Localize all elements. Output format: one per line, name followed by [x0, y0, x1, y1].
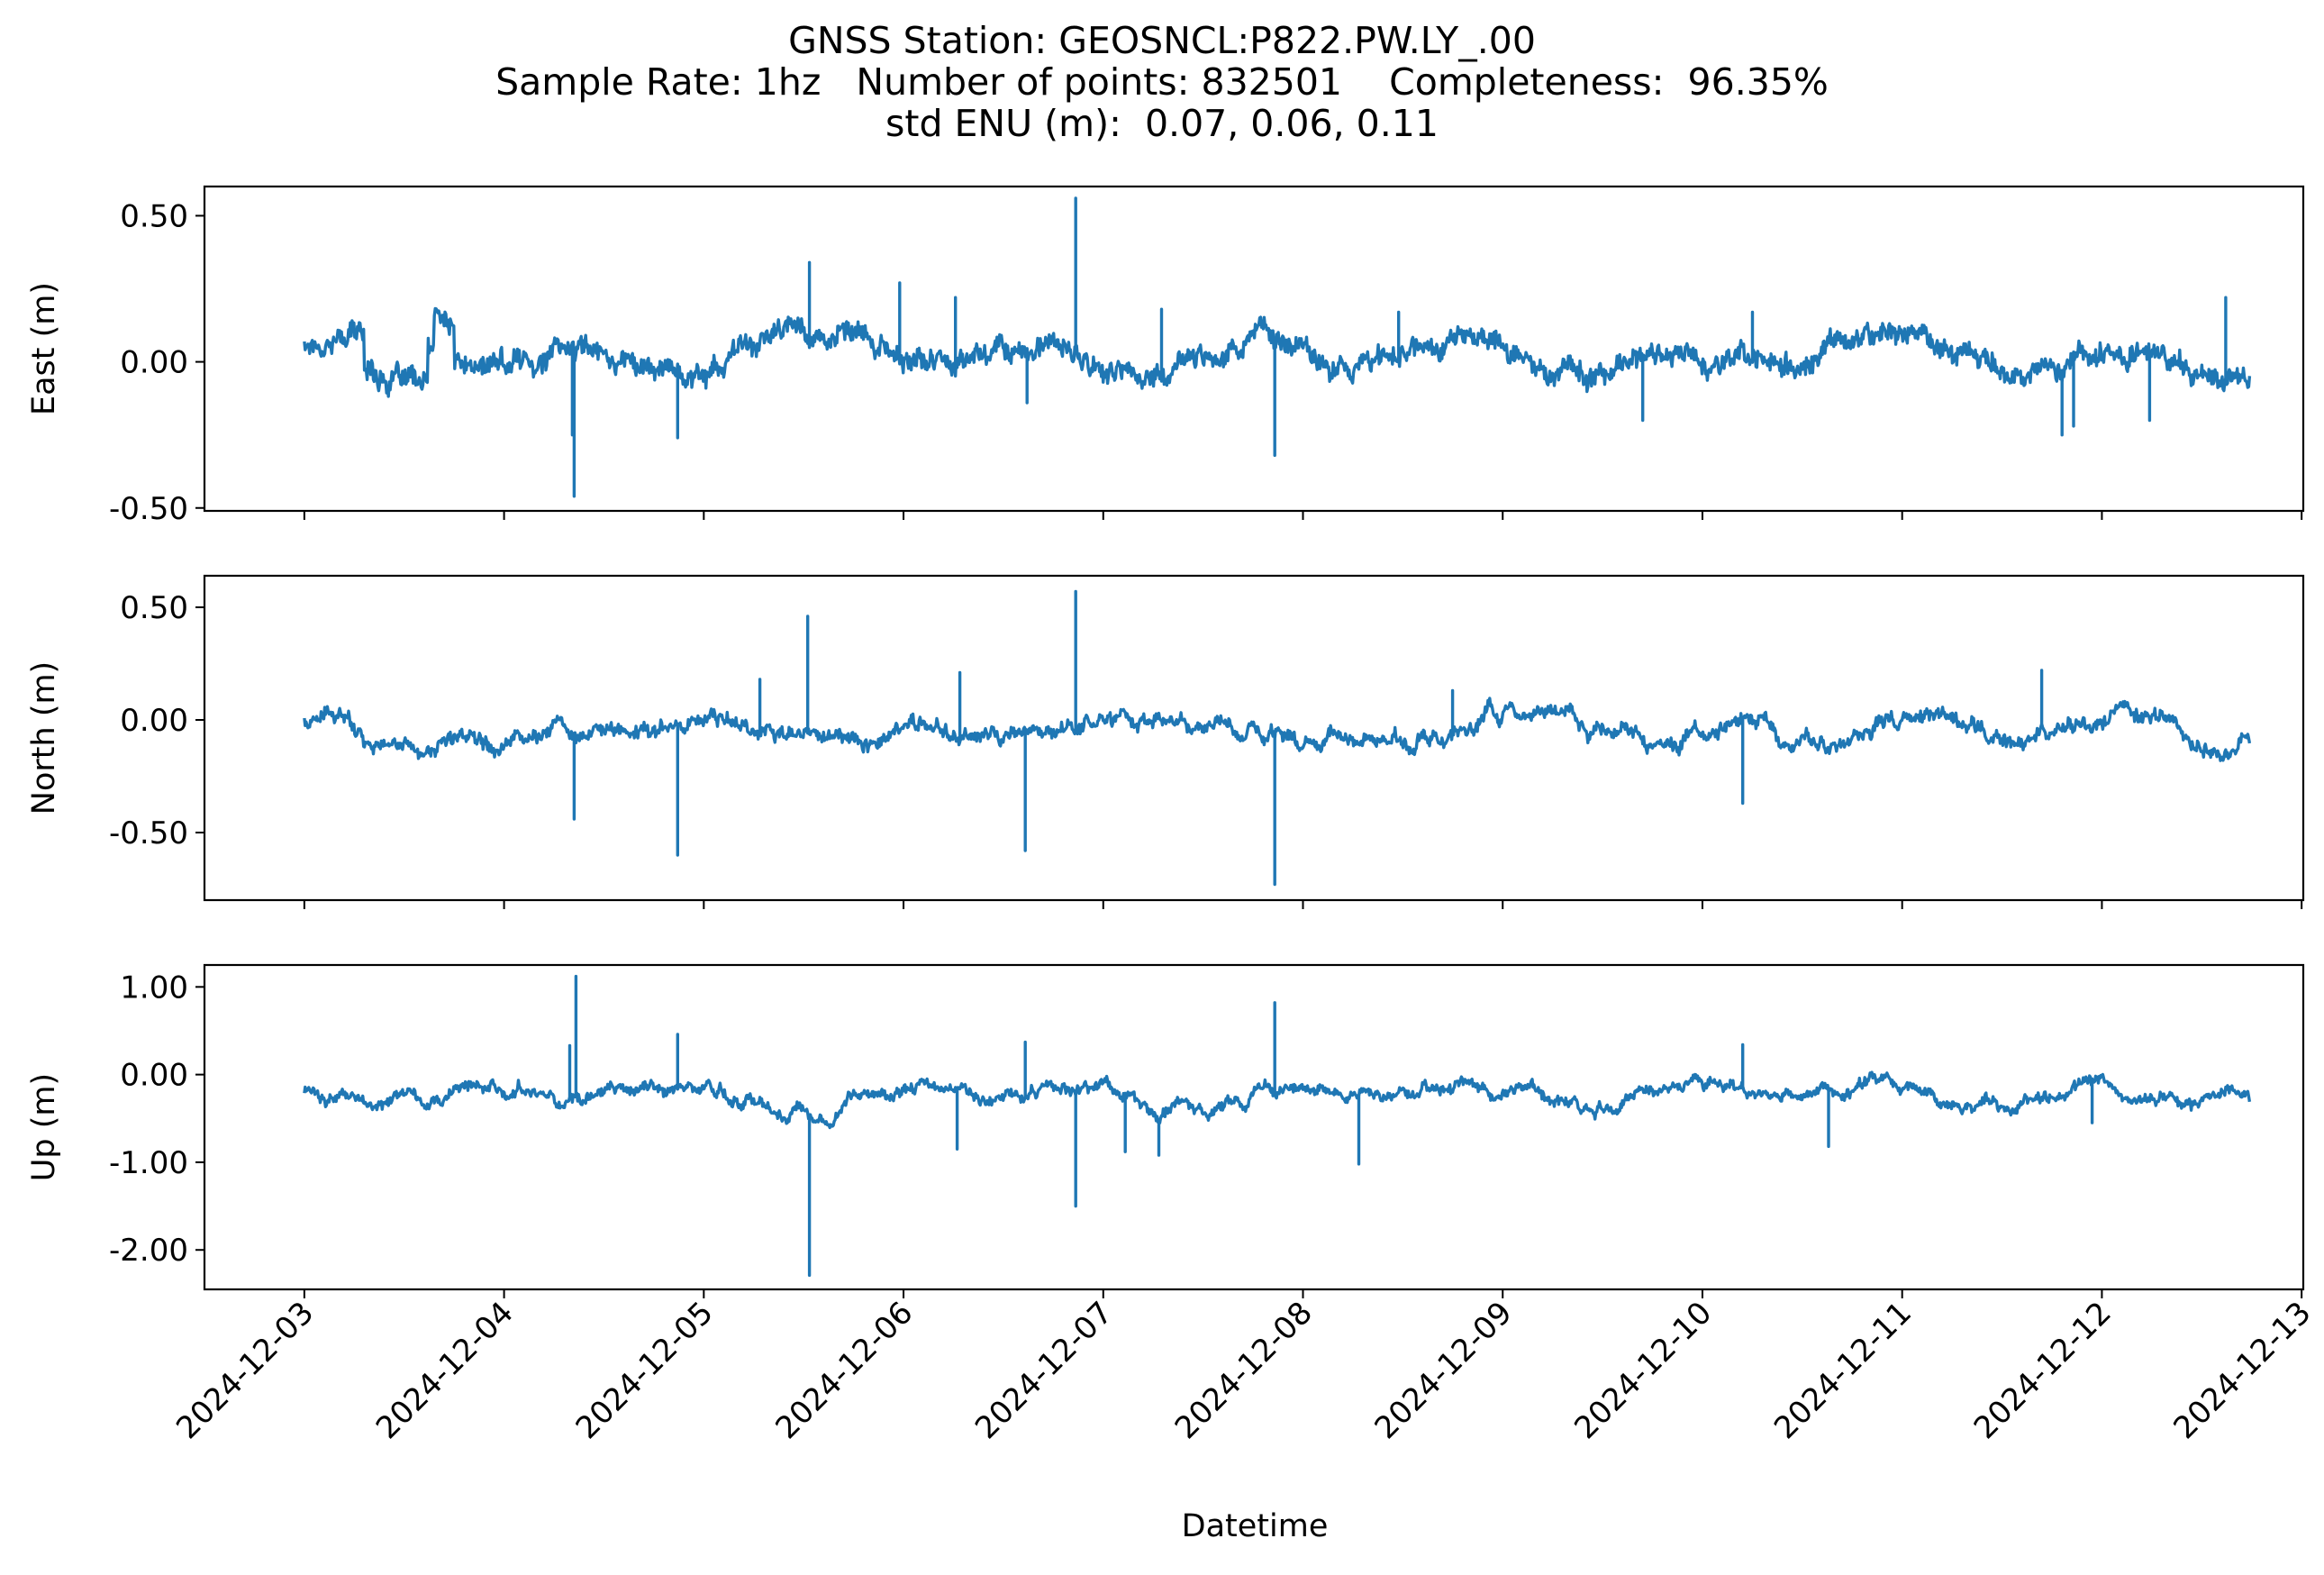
- x-tick-label-6: 2024-12-09: [1368, 1295, 1520, 1446]
- panels-layer: 0.50 0.00 -0.50 East (m) 0.50 0.00 -0.50 North …: [26, 185, 2319, 1446]
- x-tick-label-0: 2024-12-03: [169, 1295, 321, 1446]
- y-axis-label-up: Up (m): [26, 1073, 62, 1181]
- panel-north: 0.50 0.00 -0.50 North (m): [26, 574, 2305, 909]
- y-axis-label-east: East (m): [26, 282, 62, 415]
- y-axis-label-north: North (m): [26, 661, 62, 815]
- axes-frame-up: [203, 963, 2305, 1291]
- axes-frame-north: [203, 574, 2305, 902]
- series-line-north: [303, 589, 2252, 887]
- title-sample-info: Sample Rate: 1hz Number of points: 83250…: [495, 60, 1829, 104]
- y-tick-label-up-1: 0.00: [120, 1058, 188, 1094]
- panel-up: 1.00 0.00 -1.00 -2.00 Up (m) 2024-12-03 2024-1…: [26, 963, 2319, 1446]
- y-tick-label-north-0: 0.50: [120, 590, 188, 626]
- axes-frame-east: [203, 185, 2305, 513]
- title-station: GNSS Station: GEOSNCL:P822.PW.LY_.00: [788, 19, 1536, 62]
- x-tick-label-3: 2024-12-06: [768, 1295, 920, 1446]
- y-tick-label-north-2: -0.50: [109, 815, 188, 851]
- y-tick-label-east-0: 0.50: [120, 198, 188, 234]
- x-tick-label-4: 2024-12-07: [968, 1295, 1120, 1446]
- x-tick-label-8: 2024-12-11: [1767, 1295, 1919, 1446]
- y-tick-label-up-3: -2.00: [109, 1233, 188, 1269]
- x-tick-label-7: 2024-12-10: [1567, 1295, 1719, 1446]
- panel-east: 0.50 0.00 -0.50 East (m): [26, 185, 2305, 527]
- x-tick-label-1: 2024-12-04: [369, 1295, 521, 1446]
- y-tick-label-up-2: -1.00: [109, 1145, 188, 1181]
- y-tick-label-up-0: 1.00: [120, 970, 188, 1006]
- series-line-east: [303, 196, 2252, 498]
- x-tick-label-5: 2024-12-08: [1168, 1295, 1320, 1446]
- x-tick-label-2: 2024-12-05: [569, 1295, 721, 1446]
- x-tick-label-10: 2024-12-13: [2167, 1295, 2319, 1446]
- x-tick-label-9: 2024-12-12: [1967, 1295, 2119, 1446]
- series-line-up: [303, 974, 2252, 1278]
- title-std-enu: std ENU (m): 0.07, 0.06, 0.11: [885, 102, 1439, 145]
- y-tick-label-east-1: 0.00: [120, 345, 188, 381]
- chart-title: GNSS Station: GEOSNCL:P822.PW.LY_.00 Sam…: [0, 20, 2324, 144]
- x-axis-label: Datetime: [1182, 1508, 1329, 1544]
- y-tick-label-east-2: -0.50: [109, 491, 188, 527]
- y-tick-label-north-1: 0.00: [120, 703, 188, 739]
